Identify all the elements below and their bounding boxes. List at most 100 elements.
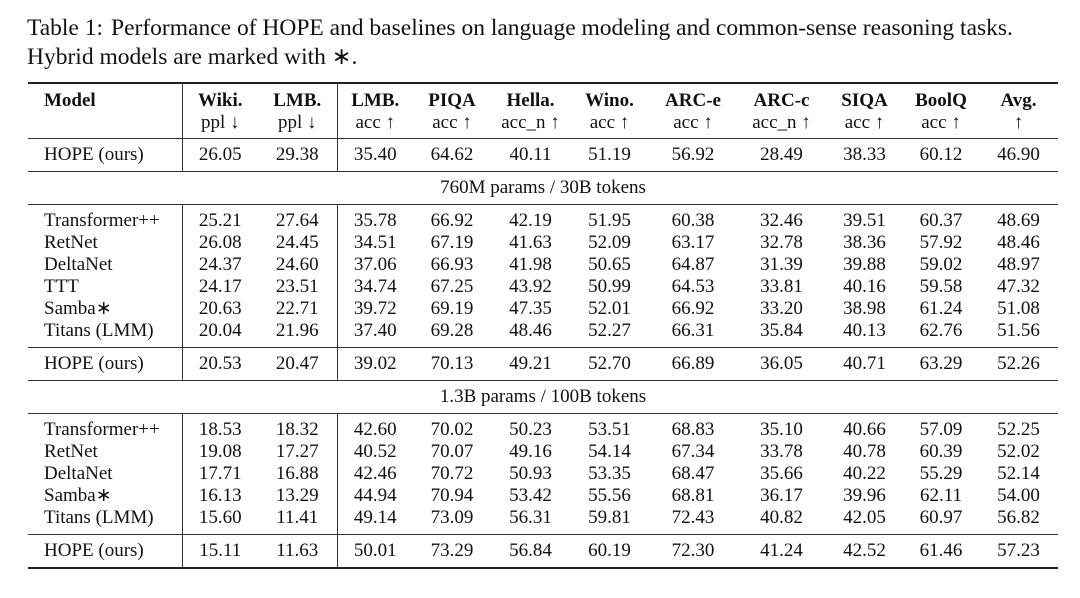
data-row: Transformer++ 25.21 27.64 35.78 66.92 42.19 51… [28,204,1058,232]
score: 49.14 [336,507,413,535]
column-name: LMB. [351,90,400,111]
score: 21.96 [275,320,319,341]
score: 37.40 [336,320,413,348]
model-name: DeltaNet [44,254,113,275]
score: 42.52 [843,540,886,561]
score: 52.02 [997,441,1040,462]
data-row: Samba∗ 16.13 13.29 44.94 70.94 53.42 55.56 68.8… [28,485,1058,507]
score: 46.90 [997,144,1040,165]
score: 57.23 [997,540,1040,561]
score: 39.51 [843,210,886,231]
score: 50.65 [588,254,631,275]
score: 36.05 [760,353,803,374]
score: 66.31 [671,320,715,341]
score: 35.66 [760,463,803,484]
score: 64.62 [430,144,474,165]
score: 28.49 [760,144,803,165]
score: 38.36 [843,232,886,253]
data-row: DeltaNet 17.71 16.88 42.46 70.72 50.93 53.35 68… [28,463,1058,485]
table-block: HOPE (ours) 20.53 20.47 39.02 70.13 49.21 52.7… [28,347,1058,381]
column-name: Hella. [506,90,555,111]
table-block: Transformer++ 25.21 27.64 35.78 66.92 42.19 51… [28,204,1058,348]
data-row: RetNet 19.08 17.27 40.52 70.07 49.16 54.14 67.3… [28,441,1058,463]
score: 17.27 [275,441,319,462]
score: 64.87 [671,254,715,275]
column-metric: ↑ [1013,112,1024,133]
score: 67.19 [430,232,474,253]
column-name: ARC-c [753,90,810,111]
score: 49.16 [509,441,552,462]
score: 40.82 [760,507,803,528]
score: 60.12 [919,144,963,165]
score: 26.08 [181,232,258,254]
score: 24.17 [181,276,258,298]
score: 60.39 [919,441,963,462]
score: 20.53 [181,347,258,381]
score: 49.21 [509,353,552,374]
score: 20.47 [275,353,319,374]
column-header: Wiki. ppl ↓ [181,83,258,139]
score: 70.07 [430,441,474,462]
score: 66.93 [430,254,474,275]
column-header: ARC-e acc ↑ [649,83,737,139]
score: 20.63 [181,298,258,320]
column-metric: acc ↑ [673,112,713,133]
column-metric: ppl ↓ [277,112,317,133]
score: 50.93 [509,463,552,484]
score: 42.19 [509,210,552,231]
data-row: DeltaNet 24.37 24.60 37.06 66.93 41.98 50.65 64… [28,254,1058,276]
score: 52.09 [588,232,631,253]
score: 48.46 [997,232,1040,253]
column-metric: acc ↑ [844,112,885,133]
score: 31.39 [760,254,803,275]
column-name: Model [44,90,96,111]
score: 53.35 [588,463,631,484]
score: 39.96 [843,485,886,506]
score: 47.32 [997,276,1040,297]
results-table: Model Wiki. ppl ↓ LMB. ppl ↓ LMB. acc ↑ PIQA acc… [28,82,1058,569]
score: 40.78 [843,441,886,462]
score: 16.88 [275,463,319,484]
score: 16.13 [181,485,258,507]
score: 51.56 [997,320,1040,341]
score: 24.60 [275,254,319,275]
score: 72.30 [671,540,715,561]
score: 43.92 [509,276,552,297]
column-header: LMB. acc ↑ [336,83,413,139]
model-name: RetNet [44,232,98,253]
score: 36.17 [760,485,803,506]
table-block: HOPE (ours) 15.11 11.63 50.01 73.29 56.84 60.1… [28,534,1058,568]
score: 40.13 [843,320,886,341]
score: 40.52 [336,441,413,463]
score: 56.92 [671,144,715,165]
score: 53.51 [588,419,631,440]
score: 29.38 [275,144,319,165]
score: 52.70 [588,353,631,374]
score: 73.09 [430,507,474,528]
column-header: Model [28,83,182,139]
score: 51.95 [588,210,631,231]
score: 26.05 [181,138,258,172]
score: 59.58 [919,276,963,297]
column-name: ARC-e [665,90,721,111]
score: 52.14 [997,463,1040,484]
data-row: Samba∗ 20.63 22.71 39.72 69.19 47.35 52.01 66.9… [28,298,1058,320]
score: 55.56 [588,485,631,506]
column-header: BoolQ acc ↑ [903,83,979,139]
model-name: Titans (LMM) [44,507,154,528]
score: 70.94 [430,485,474,506]
data-row: TTT 24.17 23.51 34.74 67.25 43.92 50.99 64.53 33… [28,276,1058,298]
caption-text: Performance of HOPE and baselines on lan… [27,15,1013,70]
score: 69.19 [430,298,474,319]
score: 61.46 [919,540,963,561]
score: 54.14 [588,441,631,462]
score: 24.37 [181,254,258,276]
score: 52.26 [997,353,1040,374]
header-row: Model Wiki. ppl ↓ LMB. ppl ↓ LMB. acc ↑ PIQA acc… [28,83,1058,139]
section-row: 760M params / 30B tokens [28,172,1058,205]
table-header: Model Wiki. ppl ↓ LMB. ppl ↓ LMB. acc ↑ PIQA acc… [28,83,1058,139]
score: 38.33 [843,144,886,165]
section-label: 1.3B params / 100B tokens [439,386,647,407]
score: 11.63 [276,540,319,561]
